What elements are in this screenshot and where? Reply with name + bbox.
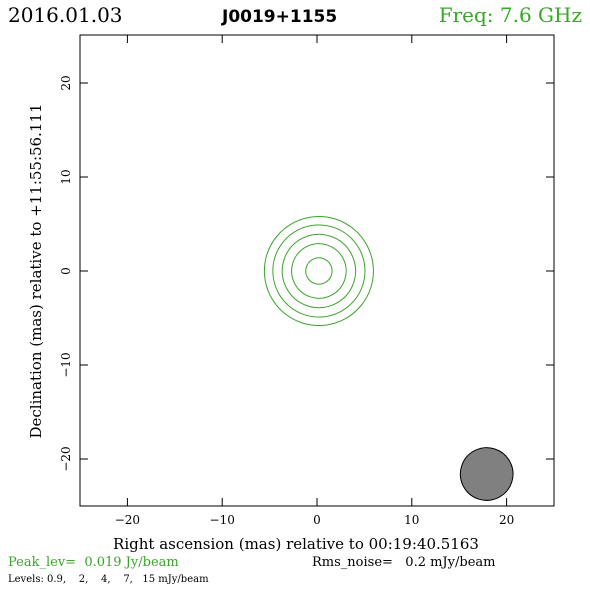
y-tick-label: 10 (59, 169, 73, 184)
x-tick-label: 10 (404, 513, 419, 527)
y-tick-label: −20 (59, 446, 73, 471)
y-tick-label: 20 (59, 75, 73, 90)
y-tick-label: 0 (59, 267, 73, 275)
x-tick-label: 0 (313, 513, 321, 527)
contour-group (263, 215, 374, 327)
contour-level (263, 215, 374, 327)
contour-level (305, 257, 333, 285)
beam-ellipse (459, 447, 514, 501)
observation-date: 2016.01.03 (8, 3, 123, 27)
x-tick-label: 20 (499, 513, 514, 527)
source-name: J0019+1155 (221, 7, 337, 27)
tick-labels: 20 10 0 −10 −20 −20 −10 0 10 20 (59, 75, 514, 527)
rms-noise: Rms_noise= 0.2 mJy/beam (312, 555, 495, 570)
contour-levels: Levels: 0.9, 2, 4, 7, 15 mJy/beam (8, 574, 209, 585)
axis-ticks (80, 35, 554, 506)
beam-group (459, 447, 514, 501)
contour-level (281, 233, 357, 309)
y-axis-label: Declination (mas) relative to +11:55:56.… (27, 103, 45, 438)
x-tick-label: −20 (115, 513, 140, 527)
x-axis-label: Right ascension (mas) relative to 00:19:… (113, 535, 479, 553)
contour-level (291, 243, 347, 299)
contour-level (272, 224, 366, 318)
y-tick-label: −10 (59, 352, 73, 377)
plot-frame (79, 34, 555, 507)
x-tick-label: −10 (210, 513, 235, 527)
peak-level: Peak_lev= 0.019 Jy/beam (8, 555, 179, 570)
frequency-label: Freq: 7.6 GHz (439, 3, 582, 27)
